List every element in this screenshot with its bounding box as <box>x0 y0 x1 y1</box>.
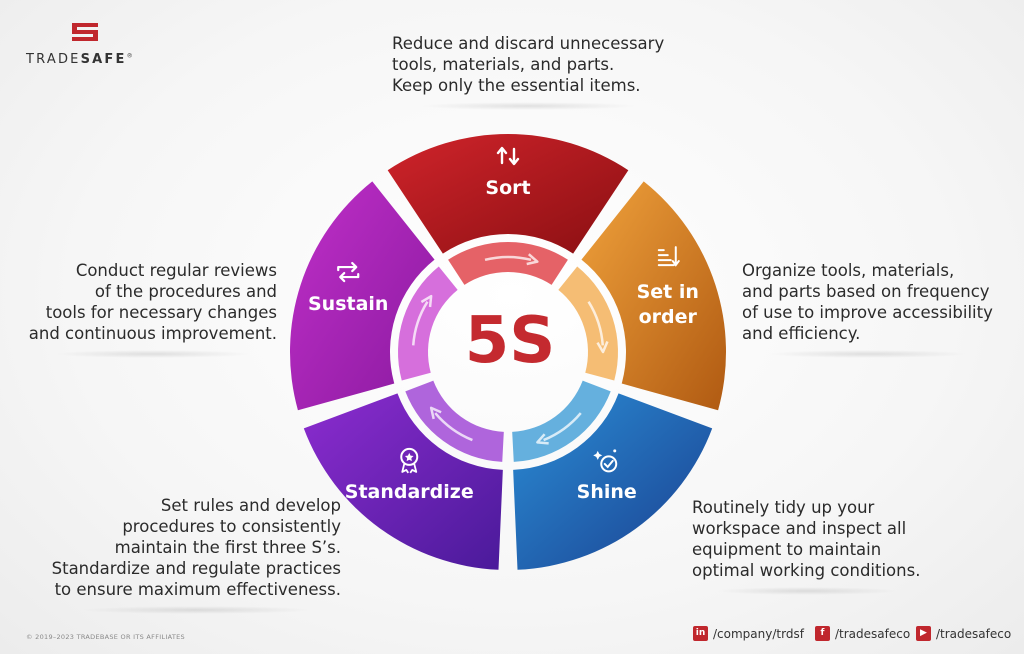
flow-arrow-sustain <box>411 300 429 346</box>
award-badge-icon <box>400 447 419 474</box>
segment-standardize <box>303 393 503 570</box>
inner-band-sustain <box>398 266 458 381</box>
flow-arrowhead-order <box>596 341 609 354</box>
description-line: Set rules and develop <box>160 496 341 515</box>
description-line: of the procedures and <box>94 282 277 301</box>
inner-band-standardize <box>405 380 504 462</box>
center-label: 5S <box>465 304 556 378</box>
social-youtube-link[interactable]: ▶ /tradesafeco <box>916 626 1011 641</box>
description-line: equipment to maintain <box>692 540 882 559</box>
sort-descending-icon <box>657 246 680 267</box>
description-line: procedures to consistently <box>122 517 341 536</box>
description-line: of use to improve accessibility <box>742 303 993 322</box>
flow-arrowhead-sort <box>526 253 539 266</box>
description-line: tools, materials, and parts. <box>392 55 615 74</box>
description-line: Keep only the essential items. <box>392 76 641 95</box>
description-line: to ensure maximum effectiveness. <box>54 580 341 599</box>
segment-sort <box>387 134 629 254</box>
social-linkedin-link[interactable]: in /company/trdsf <box>693 626 804 641</box>
youtube-icon: ▶ <box>916 626 931 641</box>
social-handle: /tradesafeco <box>835 626 911 641</box>
flow-arrowhead-shine <box>536 433 549 445</box>
description-line: Routinely tidy up your <box>692 498 875 517</box>
description-line: Standardize and regulate practices <box>51 559 341 578</box>
segment-label-standardize: Standardize <box>345 481 474 503</box>
flow-arrow-standardize <box>434 412 473 442</box>
inner-band-sort <box>448 242 568 285</box>
flow-arrowhead-standardize <box>429 406 442 420</box>
sparkle-check-icon <box>593 449 618 473</box>
segment-label-shine: Shine <box>577 481 637 503</box>
description-line: workspace and inspect all <box>692 519 907 538</box>
description-line: maintain the first three S’s. <box>114 538 341 557</box>
description-standardize: Set rules and develop procedures to cons… <box>51 495 341 614</box>
description-line: optimal working conditions. <box>692 561 921 580</box>
social-facebook-link[interactable]: f /tradesafeco <box>815 626 910 641</box>
segment-label-order: Set in <box>637 281 699 303</box>
flow-arrow-shine <box>543 412 582 442</box>
description-shine: Routinely tidy up your workspace and ins… <box>692 497 921 595</box>
social-handle: /company/trdsf <box>713 626 804 641</box>
segment-label-order: order <box>639 306 698 328</box>
description-line: and parts based on frequency <box>742 282 990 301</box>
brand-wordmark: TRADESAFE® <box>26 52 135 67</box>
sort-arrows-icon <box>496 146 520 166</box>
tradesafe-mark-icon <box>72 23 98 41</box>
flow-arrow-order <box>587 300 605 346</box>
cycle-arrows-icon <box>337 261 360 283</box>
flow-arrow-sort <box>484 255 532 262</box>
linkedin-icon: in <box>693 626 708 641</box>
description-line: and continuous improvement. <box>28 324 277 343</box>
description-sort: Reduce and discard unnecessary tools, ma… <box>392 33 665 110</box>
description-line: Organize tools, materials, <box>742 261 955 280</box>
facebook-icon: f <box>815 626 830 641</box>
flow-arrowhead-sustain <box>420 294 433 308</box>
social-handle: /tradesafeco <box>936 626 1012 641</box>
segment-label-sustain: Sustain <box>308 293 388 315</box>
description-line: tools for necessary changes <box>45 303 277 322</box>
description-line: Reduce and discard unnecessary <box>392 34 665 53</box>
segment-shine <box>513 393 713 570</box>
description-set-in-order: Organize tools, materials, and parts bas… <box>742 260 993 358</box>
description-sustain: Conduct regular reviews of the procedure… <box>28 260 277 358</box>
segment-label-sort: Sort <box>485 177 530 199</box>
description-line: and efficiency. <box>742 324 861 343</box>
segment-sustain <box>290 181 435 411</box>
description-line: Conduct regular reviews <box>75 261 277 280</box>
copyright-text: © 2019–2023 TRADEBASE OR ITS AFFILIATES <box>26 633 185 641</box>
segment-order <box>581 181 726 411</box>
